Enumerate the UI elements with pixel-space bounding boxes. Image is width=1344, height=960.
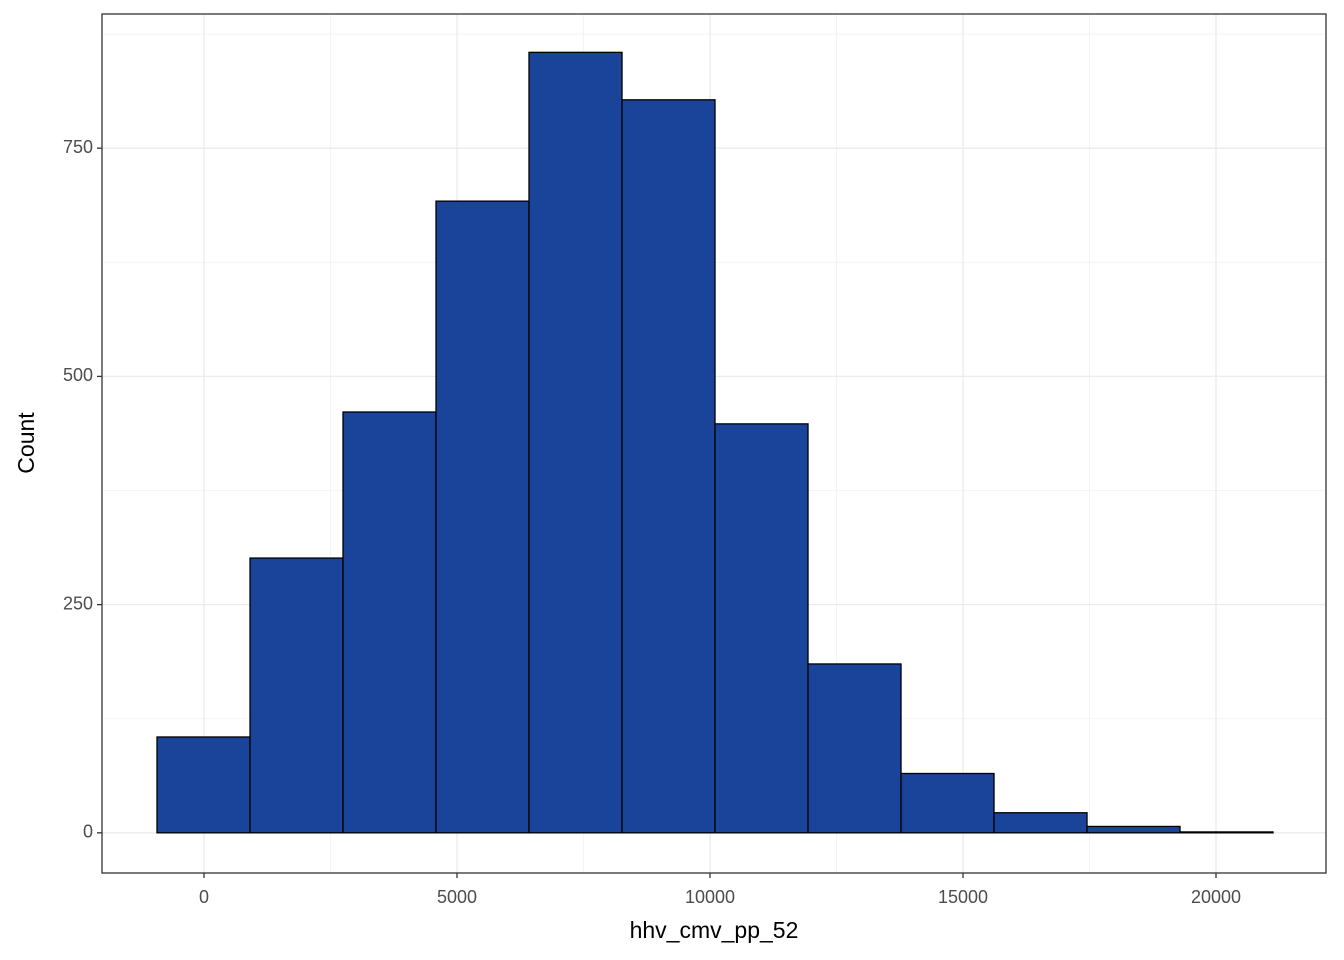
bar [435, 200, 530, 834]
bar [1179, 831, 1274, 834]
y-tick-label: 250 [63, 593, 93, 613]
panel-border [101, 13, 1327, 874]
bar [807, 663, 902, 834]
bar [342, 411, 437, 834]
x-axis-title: hhv_cmv_pp_52 [630, 917, 799, 943]
y-tick-label: 0 [83, 822, 93, 842]
bar [156, 736, 251, 834]
bar [249, 557, 344, 834]
bar [900, 772, 995, 834]
y-axis-title: Count [13, 412, 39, 474]
bar [714, 423, 809, 834]
bar [1086, 825, 1181, 834]
x-tick-label: 10000 [685, 887, 735, 907]
bar [621, 99, 716, 834]
x-tick-label: 20000 [1191, 887, 1241, 907]
y-tick-label: 500 [63, 365, 93, 385]
bar [528, 51, 623, 834]
x-tick-label: 0 [199, 887, 209, 907]
y-tick-label: 750 [63, 137, 93, 157]
bar [993, 812, 1088, 834]
x-tick-label: 5000 [437, 887, 477, 907]
x-tick-label: 15000 [938, 887, 988, 907]
